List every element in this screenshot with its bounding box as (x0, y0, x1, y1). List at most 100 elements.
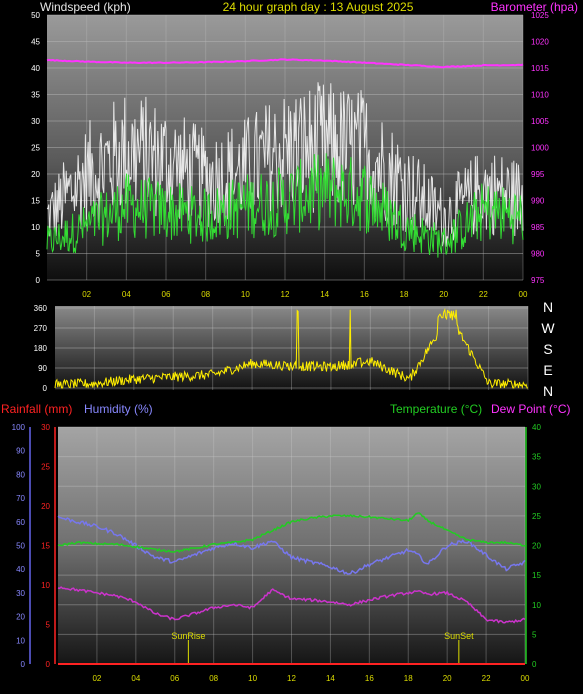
sunrise-label: SunRise (171, 631, 205, 641)
temp-time-label: 08 (209, 674, 218, 683)
windspeed-label: Windspeed (kph) (40, 0, 131, 14)
wind-tick-label: 30 (31, 117, 40, 126)
temperature-tick-label: 35 (532, 453, 541, 462)
direction-tick-label: 180 (34, 344, 48, 353)
wind-time-label: 00 (519, 290, 528, 299)
baro-tick-label: 1005 (531, 117, 549, 126)
wind-time-label: 08 (201, 290, 210, 299)
wind-time-label: 22 (479, 290, 488, 299)
wind-tick-label: 50 (31, 11, 40, 20)
compass-s: S (543, 341, 552, 357)
humidity-line (57, 515, 526, 575)
humidity-tick-label: 50 (16, 542, 25, 551)
humidity-tick-label: 20 (16, 613, 25, 622)
baro-axis-ticks: 975 980 985 990 995 1000 1005 1010 1015 1020 1025 (531, 11, 549, 285)
humidity-tick-label: 100 (12, 423, 26, 432)
temperature-tick-label: 10 (532, 601, 541, 610)
compass-w: W (541, 320, 555, 336)
baro-tick-label: 995 (531, 170, 545, 179)
baro-tick-label: 1010 (531, 91, 549, 100)
temp-time-label: 16 (365, 674, 374, 683)
temp-humidity-panel: 0 10 20 30 40 50 60 70 80 90 100 0 5 10 15 20 25 30 0 5 10… (1, 402, 570, 683)
wind-tick-label: 10 (31, 223, 40, 232)
wind-time-label: 04 (122, 290, 131, 299)
temperature-axis-ticks: 0 5 10 15 20 25 30 35 40 (532, 423, 541, 669)
barometer-label: Barometer (hpa) (491, 0, 578, 14)
wind-time-label: 14 (320, 290, 329, 299)
temp-time-label: 14 (326, 674, 335, 683)
direction-tick-label: 360 (34, 304, 48, 313)
temp-time-label: 02 (92, 674, 101, 683)
temperature-tick-label: 20 (532, 542, 541, 551)
temp-time-label: 10 (248, 674, 257, 683)
temperature-tick-label: 30 (532, 482, 541, 491)
rainfall-tick-label: 15 (41, 542, 50, 551)
rainfall-tick-label: 20 (41, 502, 50, 511)
temp-time-label: 18 (404, 674, 413, 683)
wind-time-label: 18 (400, 290, 409, 299)
wind-baro-panel: 0 5 10 15 20 25 30 35 40 45 50 975 980 985 990 995 1000… (31, 0, 578, 299)
temperature-line (57, 512, 526, 553)
temp-time-label: 00 (521, 674, 530, 683)
baro-tick-label: 980 (531, 250, 545, 259)
wind-tick-label: 15 (31, 197, 40, 206)
humidity-tick-label: 90 (16, 447, 25, 456)
humidity-tick-label: 70 (16, 494, 25, 503)
wind-time-label: 02 (82, 290, 91, 299)
wind-tick-label: 40 (31, 64, 40, 73)
baro-tick-label: 1025 (531, 11, 549, 20)
temp-grid (58, 426, 526, 665)
baro-tick-label: 1000 (531, 144, 549, 153)
wind-time-label: 12 (281, 290, 290, 299)
rainfall-tick-label: 10 (41, 581, 50, 590)
humidity-tick-label: 60 (16, 518, 25, 527)
barometer-line (46, 58, 524, 69)
wind-tick-label: 25 (31, 144, 40, 153)
direction-tick-label: 0 (43, 384, 48, 393)
rainfall-tick-label: 30 (41, 423, 50, 432)
humidity-axis-ticks: 0 10 20 30 40 50 60 70 80 90 100 (12, 423, 26, 669)
temperature-label: Temperature (°C) (390, 402, 482, 416)
humidity-label: Humidity (%) (84, 402, 153, 416)
direction-tick-label: 270 (34, 324, 48, 333)
wind-tick-label: 0 (36, 276, 41, 285)
temperature-tick-label: 5 (532, 630, 537, 639)
sunset-label: SunSet (444, 631, 474, 641)
baro-tick-label: 990 (531, 197, 545, 206)
temperature-tick-label: 25 (532, 512, 541, 521)
wind-tick-label: 45 (31, 38, 40, 47)
temperature-tick-label: 15 (532, 571, 541, 580)
wind-average-line (46, 153, 524, 258)
chart-title: 24 hour graph day : 13 August 2025 (223, 0, 414, 14)
compass-n-bottom: N (543, 383, 553, 399)
rainfall-label: Rainfall (mm) (1, 402, 72, 416)
humidity-tick-label: 30 (16, 589, 25, 598)
wind-direction-panel: 0 90 180 270 360 N W S E N (34, 299, 556, 399)
compass-n-top: N (543, 299, 553, 315)
dewpoint-line (57, 586, 526, 624)
humidity-tick-label: 10 (16, 636, 25, 645)
direction-axis-ticks: 0 90 180 270 360 (34, 304, 48, 393)
compass-e: E (543, 362, 552, 378)
humidity-tick-label: 40 (16, 565, 25, 574)
baro-tick-label: 975 (531, 276, 545, 285)
temperature-tick-label: 0 (532, 660, 537, 669)
direction-tick-label: 90 (38, 364, 47, 373)
wind-tick-label: 20 (31, 170, 40, 179)
humidity-tick-label: 80 (16, 470, 25, 479)
wind-time-label: 06 (162, 290, 171, 299)
wind-axis-ticks: 0 5 10 15 20 25 30 35 40 45 50 (31, 11, 40, 285)
rainfall-tick-label: 5 (46, 621, 51, 630)
humidity-tick-label: 0 (21, 660, 26, 669)
wind-time-label: 16 (360, 290, 369, 299)
wind-tick-label: 35 (31, 91, 40, 100)
wind-time-label: 20 (439, 290, 448, 299)
rainfall-tick-label: 25 (41, 463, 50, 472)
wind-direction-line (54, 308, 528, 389)
temp-time-ticks: 02 04 06 08 10 12 14 16 18 20 22 00 (92, 674, 530, 683)
baro-tick-label: 985 (531, 223, 545, 232)
temp-time-label: 20 (443, 674, 452, 683)
wind-tick-label: 5 (36, 250, 41, 259)
